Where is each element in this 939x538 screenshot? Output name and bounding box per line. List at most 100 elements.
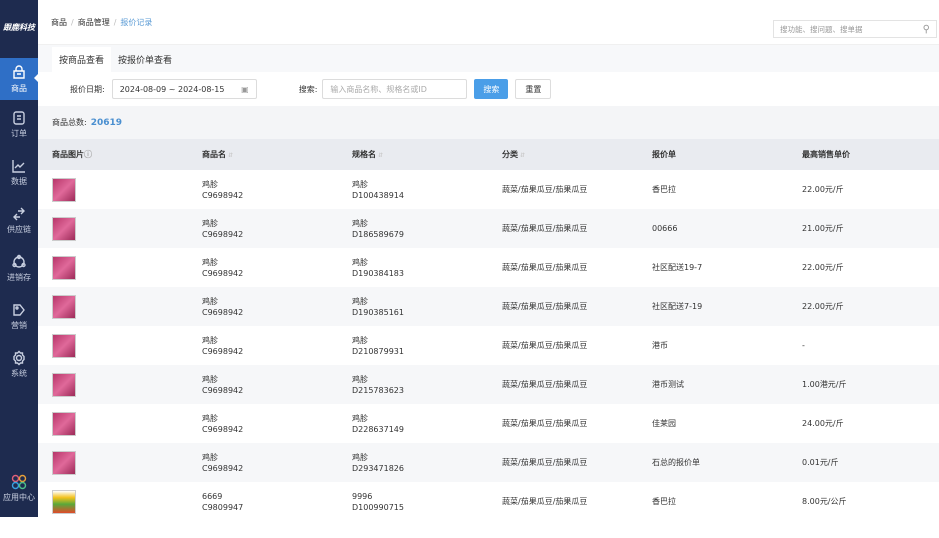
sort-icon: ⇵ <box>378 152 384 159</box>
product-name: 鸡胗 C9698942 <box>202 413 244 434</box>
basket-icon <box>13 64 25 79</box>
max-price: 22.00元/斤 <box>802 185 844 194</box>
sidebar-item-4[interactable]: 进销存 <box>0 244 38 292</box>
max-price: 8.00元/公斤 <box>802 497 847 506</box>
spec-name: 鸡胗 D186589679 <box>338 209 488 248</box>
sort-icon: ⇵ <box>520 152 526 159</box>
global-search-input[interactable]: 搜功能、搜问题、搜单据 ⚲ <box>773 20 937 38</box>
spec-name: 鸡胗 D215783623 <box>338 365 488 404</box>
help-icon[interactable]: ⓘ <box>84 150 92 159</box>
max-price: 1.00港元/斤 <box>788 365 939 404</box>
tag-icon <box>13 303 25 316</box>
sidebar-item-5[interactable]: 营销 <box>0 292 38 340</box>
category: 蔬菜/茄果瓜豆/茄果瓜豆 <box>488 287 638 326</box>
sidebar-item-2[interactable]: 数据 <box>0 148 38 196</box>
crumb-goods[interactable]: 商品 <box>51 17 67 27</box>
max-price: 24.00元/斤 <box>802 419 844 428</box>
product-name: 鸡胗 C9698942 <box>188 209 338 248</box>
exchange-icon <box>13 207 25 220</box>
search-input[interactable]: 输入商品名称、规格名或ID <box>322 79 468 99</box>
date-range-picker[interactable]: 2024-08-09 ~ 2024-08-15 ▣ <box>111 79 257 99</box>
quote-sheet: 00666 <box>638 209 788 248</box>
spec-name: 9996 D100990715 <box>352 491 404 512</box>
product-image[interactable] <box>52 489 76 514</box>
table-row[interactable]: 鸡胗 C9698942 鸡胗 D228637149 蔬菜/茄果瓜豆/茄果瓜豆 佳莱园… <box>38 404 939 443</box>
date-label: 报价日期: <box>70 84 105 94</box>
max-price: 0.01元/斤 <box>788 443 939 482</box>
category: 蔬菜/茄果瓜豆/茄果瓜豆 <box>502 185 588 194</box>
quote-sheet: 港币测试 <box>638 365 788 404</box>
table-row[interactable]: 鸡胗 C9698942 鸡胗 D215783623 蔬菜/茄果瓜豆/茄果瓜豆 港币测… <box>38 365 939 404</box>
total-count: 20619 <box>90 117 123 128</box>
product-image[interactable] <box>52 372 76 397</box>
category: 蔬菜/茄果瓜豆/茄果瓜豆 <box>488 209 638 248</box>
logo: 跟鹿科技 <box>3 22 35 32</box>
app-center[interactable]: 应用中心 <box>0 474 38 503</box>
product-image[interactable] <box>52 450 76 475</box>
category: 蔬菜/茄果瓜豆/茄果瓜豆 <box>502 341 588 350</box>
breadcrumb: 商品 / 商品管理 / 报价记录 <box>51 17 153 27</box>
max-price: 22.00元/斤 <box>788 287 939 326</box>
sidebar-item-1[interactable]: 订单 <box>0 100 38 148</box>
table-row[interactable]: 鸡胗 C9698942 鸡胗 D100438914 蔬菜/茄果瓜豆/茄果瓜豆 香巴拉… <box>38 170 939 209</box>
crumb-current: 报价记录 <box>120 17 153 27</box>
col-price: 最高销售单价 <box>788 139 939 170</box>
product-name: 鸡胗 C9698942 <box>202 335 244 356</box>
search-icon[interactable]: ⚲ <box>922 23 930 35</box>
product-name: 鸡胗 C9698942 <box>202 179 244 200</box>
gear-icon <box>13 350 25 365</box>
sidebar-item-6[interactable]: 系统 <box>0 340 38 388</box>
category: 蔬菜/茄果瓜豆/茄果瓜豆 <box>488 365 638 404</box>
table-row[interactable]: 鸡胗 C9698942 鸡胗 D186589679 蔬菜/茄果瓜豆/茄果瓜豆 006… <box>38 209 939 248</box>
col-spec[interactable]: 规格名 ⇵ <box>338 139 488 170</box>
product-image[interactable] <box>52 177 76 202</box>
calendar-icon: ▣ <box>241 84 249 94</box>
summary: 商品总数: 20619 <box>38 106 939 139</box>
col-quote: 报价单 <box>638 139 788 170</box>
quote-sheet: 佳莱园 <box>652 419 676 428</box>
product-name: 鸡胗 C9698942 <box>188 443 338 482</box>
quote-sheet: 社区配送7-19 <box>638 287 788 326</box>
product-name: 6669 C9809947 <box>202 491 244 512</box>
sidebar-item-0[interactable]: 商品 <box>0 58 38 100</box>
col-name[interactable]: 商品名 ⇵ <box>188 139 338 170</box>
spec-name: 鸡胗 D210879931 <box>352 335 404 356</box>
search-button[interactable]: 搜索 <box>474 79 509 99</box>
table-row[interactable]: 鸡胗 C9698942 鸡胗 D210879931 蔬菜/茄果瓜豆/茄果瓜豆 港币 … <box>38 326 939 365</box>
quote-sheet: 港币 <box>652 341 668 350</box>
crumb-goods-mgmt[interactable]: 商品管理 <box>77 17 110 27</box>
inventory-icon <box>12 254 26 268</box>
quote-sheet: 社区配送19-7 <box>652 263 703 272</box>
product-image[interactable] <box>52 255 76 280</box>
search-label: 搜索: <box>298 84 318 94</box>
category: 蔬菜/茄果瓜豆/茄果瓜豆 <box>502 419 588 428</box>
spec-name: 鸡胗 D100438914 <box>352 179 404 200</box>
spec-name: 鸡胗 D293471826 <box>338 443 488 482</box>
max-price: 21.00元/斤 <box>788 209 939 248</box>
product-name: 鸡胗 C9698942 <box>202 257 244 278</box>
table-row[interactable]: 6669 C9809947 9996 D100990715 蔬菜/茄果瓜豆/茄果瓜豆… <box>38 482 939 521</box>
quote-table: 商品图片ⓘ 商品名 ⇵ 规格名 ⇵ 分类 ⇵ 报价单 最高销售单价 鸡胗 C969894… <box>38 139 939 521</box>
quote-sheet: 石总的报价单 <box>638 443 788 482</box>
reset-button[interactable]: 重置 <box>515 79 552 99</box>
table-row[interactable]: 鸡胗 C9698942 鸡胗 D190385161 蔬菜/茄果瓜豆/茄果瓜豆 社区配… <box>38 287 939 326</box>
product-image[interactable] <box>52 294 76 319</box>
category: 蔬菜/茄果瓜豆/茄果瓜豆 <box>488 443 638 482</box>
max-price: - <box>802 341 805 350</box>
tab-by-goods[interactable]: 按商品查看 <box>52 47 112 72</box>
product-name: 鸡胗 C9698942 <box>188 287 338 326</box>
table-row[interactable]: 鸡胗 C9698942 鸡胗 D293471826 蔬菜/茄果瓜豆/茄果瓜豆 石总的… <box>38 443 939 482</box>
sidebar-item-3[interactable]: 供应链 <box>0 196 38 244</box>
quote-sheet: 香巴拉 <box>652 497 676 506</box>
sidebar: 跟鹿科技 商品 订单 数据 供应链 进销存 营销 系统 应用中心 <box>0 0 38 517</box>
category: 蔬菜/茄果瓜豆/茄果瓜豆 <box>502 263 588 272</box>
spec-name: 鸡胗 D190384183 <box>352 257 404 278</box>
product-image[interactable] <box>52 333 76 358</box>
col-image: 商品图片ⓘ <box>38 139 188 170</box>
table-row[interactable]: 鸡胗 C9698942 鸡胗 D190384183 蔬菜/茄果瓜豆/茄果瓜豆 社区配… <box>38 248 939 287</box>
product-image[interactable] <box>52 216 76 241</box>
quote-sheet: 香巴拉 <box>652 185 676 194</box>
product-image[interactable] <box>52 411 76 436</box>
tab-by-quote[interactable]: 按报价单查看 <box>118 56 173 66</box>
col-category[interactable]: 分类 ⇵ <box>488 139 638 170</box>
